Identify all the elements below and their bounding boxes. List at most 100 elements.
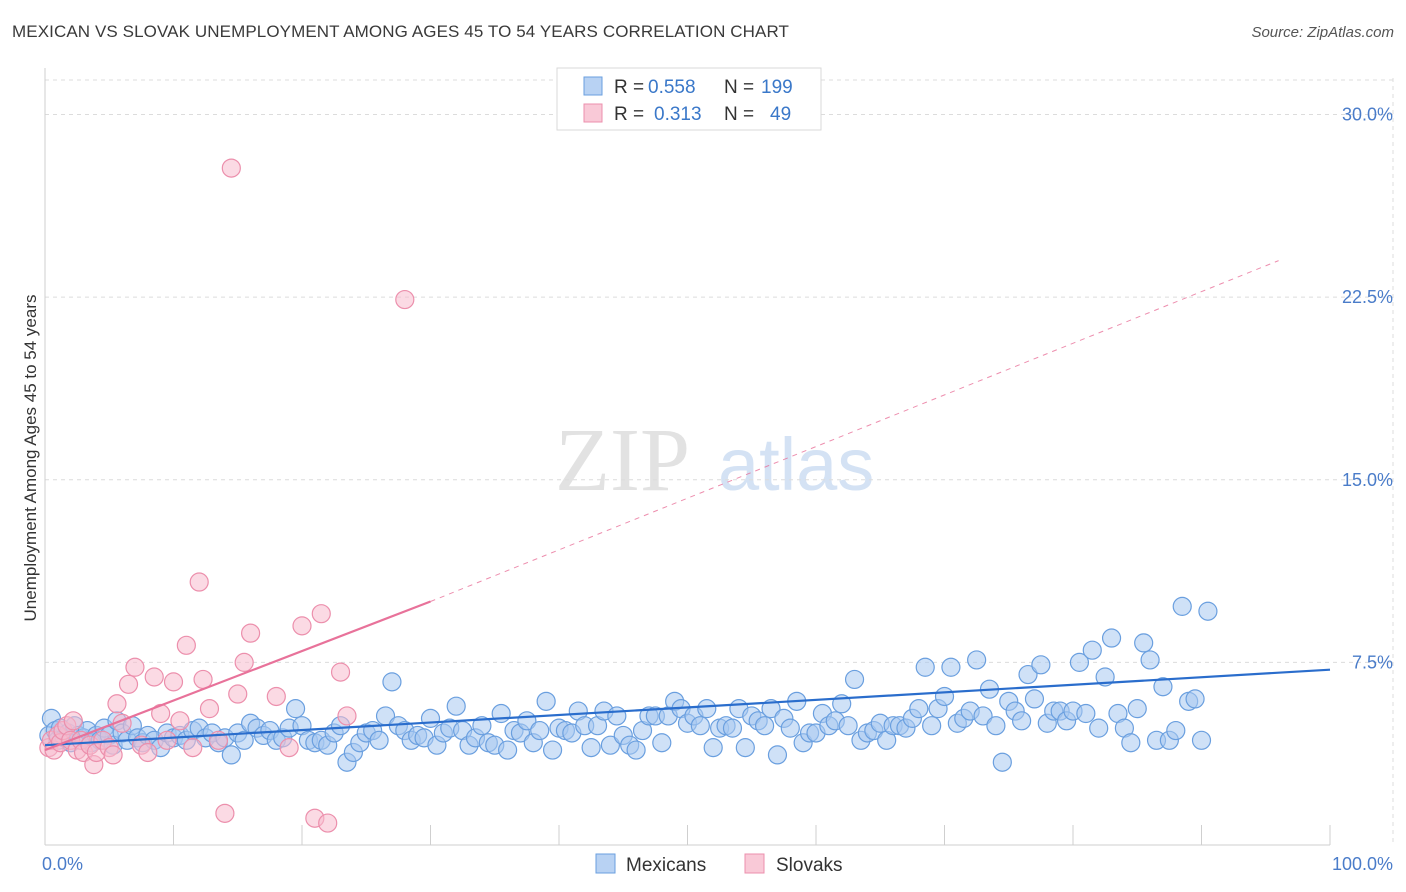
legend-slovaks-r-label: R =: [614, 104, 644, 125]
mexicans-point-172: [1089, 718, 1109, 738]
mexicans-point-86: [536, 691, 556, 711]
mexicans-point-62: [382, 672, 402, 692]
slovaks-point-28: [170, 711, 190, 731]
slovaks-point-38: [234, 652, 254, 672]
mexicans-point-156: [986, 716, 1006, 736]
y-tick-label-3: 30.0%: [1342, 105, 1393, 125]
y-tick-label-2: 22.5%: [1342, 287, 1393, 307]
slovaks-point-23: [138, 742, 158, 763]
mexicans-point-161: [1018, 664, 1038, 685]
mexicans-point-100: [626, 740, 646, 760]
mexicans-point-87: [542, 740, 563, 760]
legend-slovaks-n-value: 49: [770, 104, 791, 125]
mexicans-point-173: [1095, 667, 1115, 687]
mexicans-point-124: [780, 718, 800, 738]
legend-mexicans-r-value: 0.558: [648, 77, 696, 98]
mexicans-point-177: [1121, 733, 1141, 753]
mexicans-point-110: [690, 716, 710, 736]
x-tick-label-max: 100.0%: [1332, 854, 1393, 874]
slovaks-point-45: [318, 813, 338, 833]
bottom-legend-slovaks-swatch: [744, 853, 765, 874]
slovaks-point-35: [215, 803, 235, 823]
mexicans-point-162: [1024, 689, 1045, 709]
mexicans-trend-line: [44, 668, 1331, 747]
legend-slovaks-swatch: [583, 103, 603, 123]
mexicans-point-171: [1082, 640, 1102, 660]
slovaks-point-39: [241, 623, 261, 643]
mexicans-point-144: [909, 699, 929, 719]
y-tick-labels: 7.5% 15.0% 22.5% 30.0%: [1342, 105, 1393, 673]
slovaks-point-47: [337, 706, 357, 726]
slovaks-point-36: [221, 158, 241, 178]
mexicans-point-112: [703, 738, 723, 758]
slovaks-point-29: [176, 635, 196, 655]
slovaks-trend-line: [44, 600, 431, 752]
bottom-legend: Mexicans Slovaks: [595, 853, 843, 876]
mexicans-point-93: [581, 738, 601, 758]
mexicans-point-178: [1127, 699, 1147, 719]
slovaks-point-21: [125, 657, 145, 677]
mexicans-point-47: [285, 699, 306, 719]
legend-mexicans-r-label: R =: [614, 77, 644, 98]
mexicans-point-189: [1198, 601, 1218, 621]
mexicans-point-39: [234, 730, 254, 750]
y-tick-label-1: 15.0%: [1342, 470, 1393, 490]
mexicans-point-174: [1101, 628, 1122, 648]
y-tick-label-0: 7.5%: [1352, 652, 1393, 672]
mexicans-point-163: [1031, 655, 1051, 675]
watermark-zip: ZIP: [555, 411, 690, 510]
mexicans-point-160: [1011, 711, 1032, 731]
slovaks-point-46: [330, 662, 351, 682]
x-tick-label-min: 0.0%: [42, 854, 83, 874]
mexicans-point-37: [221, 745, 241, 765]
bottom-legend-mexicans-swatch: [595, 853, 616, 874]
mexicans-point-154: [973, 706, 993, 726]
legend-mexicans-swatch: [583, 76, 603, 96]
bottom-legend-slovaks-label: Slovaks: [776, 855, 843, 876]
mexicans-point-115: [722, 718, 743, 738]
slovaks-point-26: [157, 730, 177, 750]
slovaks-point-42: [292, 616, 312, 636]
slovaks-point-8: [63, 711, 83, 731]
mexicans-point-184: [1166, 720, 1186, 741]
slovaks-point-48: [395, 289, 415, 310]
mexicans-point-97: [607, 706, 627, 726]
mexicans-point-182: [1153, 677, 1173, 697]
mexicans-point-80: [498, 740, 518, 760]
mexicans-point-179: [1134, 633, 1154, 653]
mexicans-point-121: [761, 699, 781, 719]
trend-lines: [44, 260, 1331, 752]
slovaks-point-40: [266, 686, 286, 707]
mexicans-point-134: [844, 669, 865, 690]
slovaks-point-20: [118, 674, 139, 694]
mexicans-point-148: [934, 686, 955, 707]
slovaks-point-44: [311, 604, 331, 624]
slovaks-point-33: [199, 699, 220, 719]
mexicans-point-72: [446, 696, 466, 716]
slovaks-point-18: [107, 694, 127, 714]
watermark-atlas: atlas: [718, 423, 874, 506]
mexicans-point-68: [420, 708, 441, 728]
slovaks-points: [39, 158, 415, 833]
mexicans-point-146: [922, 716, 942, 736]
slovaks-point-31: [189, 572, 209, 592]
mexicans-point-120: [754, 716, 775, 736]
mexicans-point-170: [1076, 703, 1096, 724]
mexicans-point-76: [472, 716, 492, 736]
mexicans-point-180: [1140, 650, 1160, 670]
bottom-legend-mexicans-label: Mexicans: [626, 855, 706, 876]
chart-title: MEXICAN VS SLOVAK UNEMPLOYMENT AMONG AGE…: [12, 22, 790, 41]
legend-mexicans-n-label: N =: [724, 77, 754, 98]
mexicans-point-188: [1191, 730, 1212, 750]
mexicans-point-85: [530, 720, 550, 741]
slovaks-point-30: [183, 738, 203, 758]
mexicans-point-153: [967, 650, 987, 670]
slovaks-trend-line-extended: [430, 260, 1279, 602]
legend-slovaks-r-value: 0.313: [654, 104, 702, 125]
y-axis-label: Unemployment Among Ages 45 to 54 years: [21, 295, 40, 622]
mexicans-point-169: [1069, 652, 1090, 672]
slovaks-point-27: [163, 672, 184, 692]
mexicans-point-149: [941, 657, 961, 677]
mexicans-point-104: [652, 733, 672, 753]
